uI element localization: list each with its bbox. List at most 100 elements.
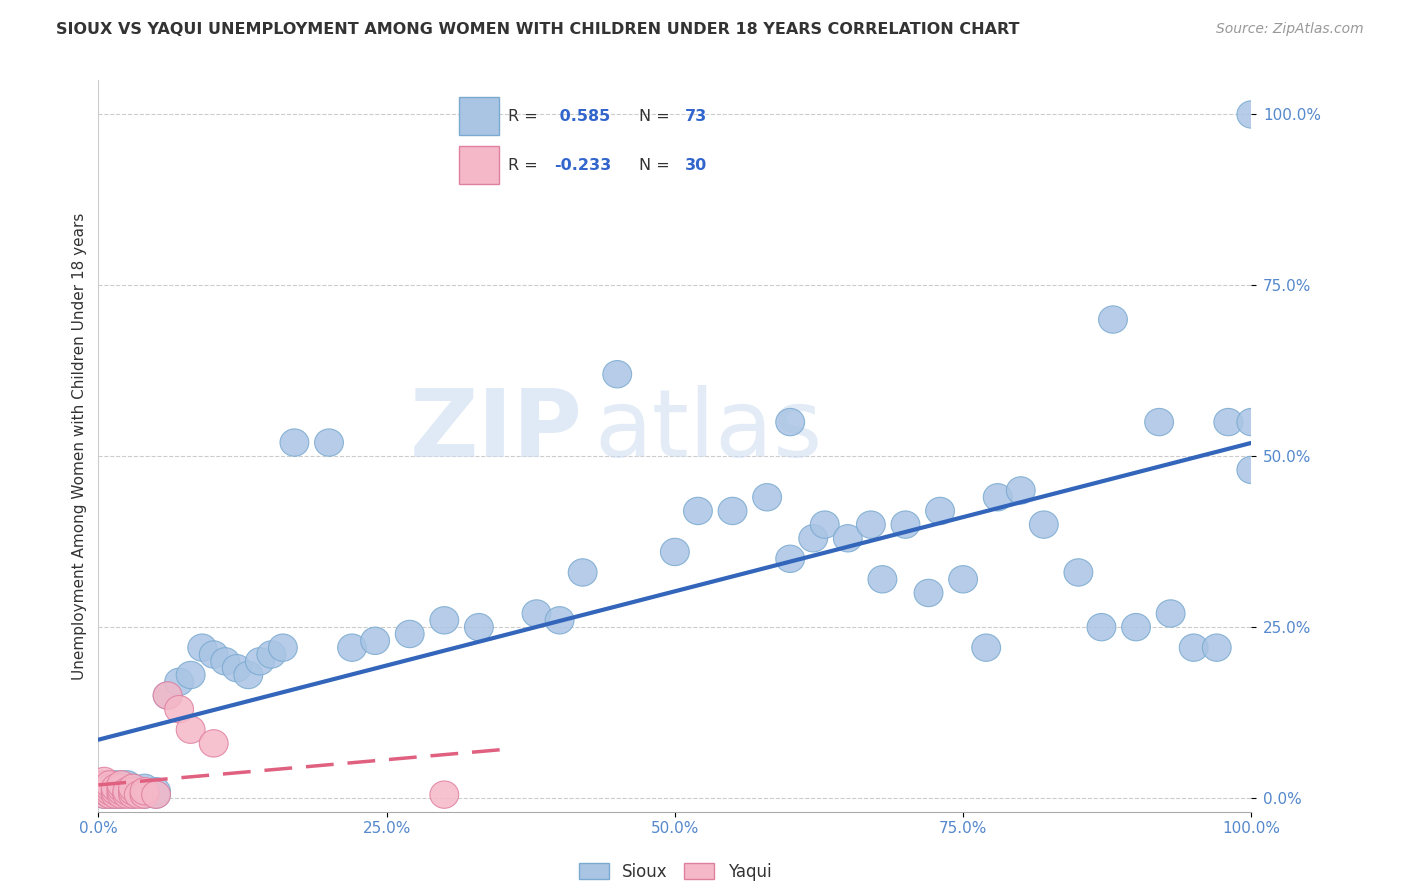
Ellipse shape <box>96 778 124 805</box>
Ellipse shape <box>1064 558 1092 586</box>
Ellipse shape <box>1156 599 1185 627</box>
Ellipse shape <box>200 730 228 757</box>
Ellipse shape <box>246 648 274 675</box>
Ellipse shape <box>257 640 285 668</box>
Ellipse shape <box>233 661 263 689</box>
Ellipse shape <box>142 781 170 808</box>
Ellipse shape <box>464 614 494 640</box>
Ellipse shape <box>118 774 148 802</box>
Ellipse shape <box>112 781 142 808</box>
Ellipse shape <box>124 778 153 805</box>
Ellipse shape <box>118 774 148 802</box>
Ellipse shape <box>107 771 136 798</box>
Ellipse shape <box>925 497 955 524</box>
Ellipse shape <box>430 781 458 808</box>
Ellipse shape <box>176 661 205 689</box>
Ellipse shape <box>101 781 131 808</box>
Ellipse shape <box>1237 101 1265 128</box>
Ellipse shape <box>868 566 897 593</box>
Ellipse shape <box>810 511 839 538</box>
Ellipse shape <box>153 681 181 709</box>
Text: atlas: atlas <box>595 385 823 477</box>
Ellipse shape <box>131 778 159 805</box>
Ellipse shape <box>834 524 862 552</box>
Ellipse shape <box>776 409 804 436</box>
Ellipse shape <box>661 538 689 566</box>
Text: SIOUX VS YAQUI UNEMPLOYMENT AMONG WOMEN WITH CHILDREN UNDER 18 YEARS CORRELATION: SIOUX VS YAQUI UNEMPLOYMENT AMONG WOMEN … <box>56 22 1019 37</box>
Text: ZIP: ZIP <box>409 385 582 477</box>
Ellipse shape <box>949 566 977 593</box>
Ellipse shape <box>153 681 181 709</box>
Ellipse shape <box>101 771 131 798</box>
Ellipse shape <box>280 429 309 456</box>
Ellipse shape <box>131 781 159 808</box>
Ellipse shape <box>337 634 367 661</box>
Ellipse shape <box>776 545 804 573</box>
Ellipse shape <box>546 607 574 634</box>
Ellipse shape <box>107 778 136 805</box>
Ellipse shape <box>395 620 425 648</box>
Ellipse shape <box>96 781 124 808</box>
Ellipse shape <box>361 627 389 655</box>
Legend: Sioux, Yaqui: Sioux, Yaqui <box>572 856 778 888</box>
Ellipse shape <box>165 696 194 723</box>
Ellipse shape <box>972 634 1001 661</box>
Ellipse shape <box>96 781 124 808</box>
Ellipse shape <box>1213 409 1243 436</box>
Ellipse shape <box>914 579 943 607</box>
Ellipse shape <box>101 781 131 808</box>
Ellipse shape <box>90 771 118 798</box>
Ellipse shape <box>430 607 458 634</box>
Ellipse shape <box>891 511 920 538</box>
Ellipse shape <box>718 497 747 524</box>
Ellipse shape <box>188 634 217 661</box>
Ellipse shape <box>107 774 136 802</box>
Ellipse shape <box>107 771 136 798</box>
Ellipse shape <box>90 771 118 798</box>
Ellipse shape <box>124 781 153 808</box>
Ellipse shape <box>107 778 136 805</box>
Ellipse shape <box>90 781 118 808</box>
Ellipse shape <box>683 497 713 524</box>
Ellipse shape <box>522 599 551 627</box>
Ellipse shape <box>856 511 886 538</box>
Ellipse shape <box>176 716 205 743</box>
Ellipse shape <box>1180 634 1208 661</box>
Ellipse shape <box>1087 614 1116 640</box>
Ellipse shape <box>1202 634 1232 661</box>
Ellipse shape <box>1237 456 1265 483</box>
Text: Source: ZipAtlas.com: Source: ZipAtlas.com <box>1216 22 1364 37</box>
Ellipse shape <box>222 655 252 681</box>
Ellipse shape <box>568 558 598 586</box>
Ellipse shape <box>131 774 159 802</box>
Ellipse shape <box>118 781 148 808</box>
Ellipse shape <box>107 781 136 808</box>
Ellipse shape <box>101 778 131 805</box>
Ellipse shape <box>107 781 136 808</box>
Ellipse shape <box>142 778 170 805</box>
Ellipse shape <box>1122 614 1150 640</box>
Ellipse shape <box>112 778 142 805</box>
Ellipse shape <box>1144 409 1174 436</box>
Ellipse shape <box>96 774 124 802</box>
Ellipse shape <box>1098 306 1128 334</box>
Ellipse shape <box>90 778 118 805</box>
Ellipse shape <box>118 781 148 808</box>
Ellipse shape <box>983 483 1012 511</box>
Ellipse shape <box>96 778 124 805</box>
Ellipse shape <box>200 640 228 668</box>
Ellipse shape <box>752 483 782 511</box>
Ellipse shape <box>112 778 142 805</box>
Ellipse shape <box>90 781 118 808</box>
Ellipse shape <box>799 524 828 552</box>
Ellipse shape <box>269 634 297 661</box>
Ellipse shape <box>112 771 142 798</box>
Ellipse shape <box>90 767 118 795</box>
Ellipse shape <box>603 360 631 388</box>
Ellipse shape <box>1237 409 1265 436</box>
Y-axis label: Unemployment Among Women with Children Under 18 years: Unemployment Among Women with Children U… <box>72 212 87 680</box>
Ellipse shape <box>118 778 148 805</box>
Ellipse shape <box>1007 476 1035 504</box>
Ellipse shape <box>131 781 159 808</box>
Ellipse shape <box>165 668 194 696</box>
